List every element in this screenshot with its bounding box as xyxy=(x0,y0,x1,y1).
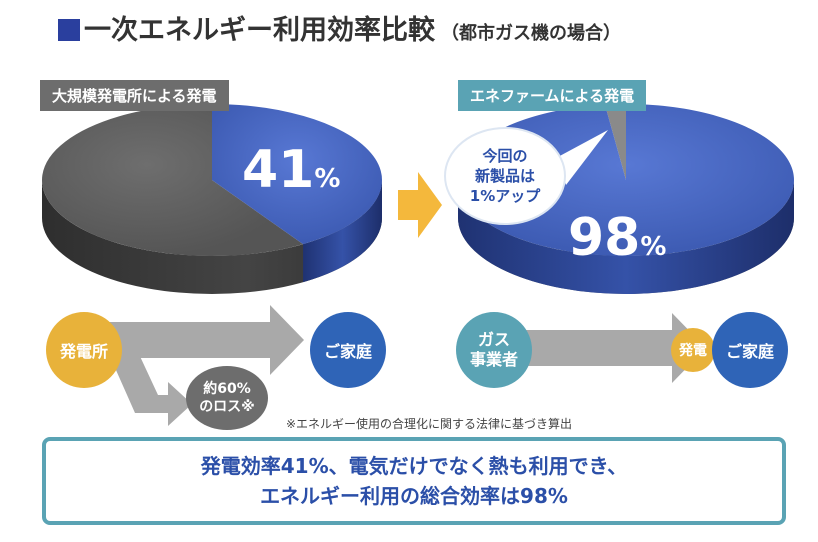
summary-box: 発電効率41%、電気だけでなく熱も利用でき、 エネルギー利用の総合効率は98% xyxy=(42,437,786,525)
generation-circle: 発電 xyxy=(671,328,715,372)
right-data-label: 98% xyxy=(568,208,667,268)
title-square-icon xyxy=(58,19,80,41)
loss-line2: のロス※ xyxy=(199,399,255,415)
flow-arrow-right-main xyxy=(495,313,706,383)
pie-side-main xyxy=(303,180,382,283)
gas-line2: 事業者 xyxy=(469,350,518,369)
home-circle-left: ご家庭 xyxy=(310,312,386,388)
right-chart-label: エネファームによる発電 xyxy=(458,80,647,111)
flow-arrow-left-main xyxy=(100,305,304,375)
home-circle-right: ご家庭 xyxy=(712,312,788,388)
callout-text: 今回の 新製品は 1%アップ xyxy=(455,146,555,206)
power-plant-circle: 発電所 xyxy=(46,312,122,388)
callout-bubble xyxy=(444,127,566,225)
left-chart-label: 大規模発電所による発電 xyxy=(40,80,229,111)
page-title: 一次エネルギー利用効率比較 （都市ガス機の場合） xyxy=(58,8,621,47)
loss-badge: 約60% のロス※ xyxy=(186,366,268,430)
left-pie xyxy=(41,104,382,294)
pie-side-other xyxy=(42,180,382,294)
summary-line1: 発電効率41%、電気だけでなく熱も利用でき、 xyxy=(200,454,628,478)
pie-side-main xyxy=(458,180,794,294)
pie-slice-ロス xyxy=(604,104,626,180)
callout-line3: 1%アップ xyxy=(469,187,541,205)
pie-slice-発電 xyxy=(212,104,382,245)
gas-line1: ガス xyxy=(477,330,510,349)
loss-line1: 約60% xyxy=(203,381,251,397)
footnote: ※エネルギー使用の合理化に関する法律に基づき算出 xyxy=(286,417,573,431)
pie-slice-ロス xyxy=(41,104,304,256)
callout-line1: 今回の xyxy=(482,147,528,165)
callout-line2: 新製品は xyxy=(474,167,535,185)
title-sub: （都市ガス機の場合） xyxy=(441,23,621,44)
summary-line2: エネルギー利用の総合効率は98% xyxy=(260,484,568,508)
title-main: 一次エネルギー利用効率比較 xyxy=(84,15,435,46)
arrow-right-icon xyxy=(398,172,442,238)
gas-supplier-circle: ガス 事業者 xyxy=(456,312,532,388)
left-data-label: 41% xyxy=(242,140,341,200)
flow-arrow-loss xyxy=(108,352,192,426)
callout-tail xyxy=(556,130,608,185)
